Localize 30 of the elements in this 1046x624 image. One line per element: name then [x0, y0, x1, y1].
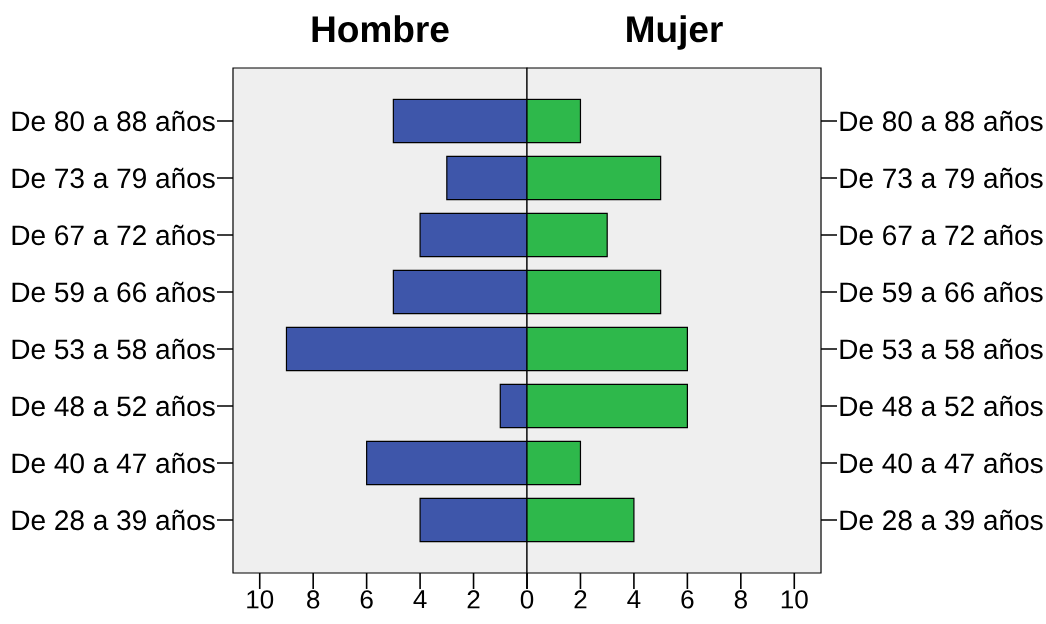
bar [499, 383, 527, 429]
x-tick-label: 6 [681, 590, 694, 609]
y-tick-label: De 67 a 72 años [12, 224, 215, 246]
x-tick-label: 0 [520, 590, 534, 609]
y-tick-label: De 59 a 66 años [840, 281, 1043, 303]
y-tick-label: De 73 a 79 años [840, 167, 1043, 189]
x-tick-label: 4 [627, 590, 641, 609]
y-tick-label: De 73 a 79 años [12, 167, 215, 189]
y-tick-label: De 48 a 52 años [840, 395, 1043, 417]
x-tick-label: 8 [307, 590, 320, 609]
x-tick-label: 2 [574, 590, 587, 609]
y-tick-label: De 67 a 72 años [840, 224, 1043, 246]
chart-title: Mujer [627, 15, 723, 50]
x-tick-label: 8 [734, 590, 747, 609]
y-tick-label: De 40 a 47 años [840, 452, 1043, 474]
y-tick-label: De 53 a 58 años [840, 338, 1043, 360]
y-tick-label: De 40 a 47 años [12, 452, 215, 474]
chart-title: Hombre [312, 15, 449, 43]
y-tick-label: De 28 a 39 años [840, 509, 1043, 531]
y-tick-label: De 80 a 88 años [840, 110, 1043, 132]
y-tick-label: De 48 a 52 años [12, 395, 215, 417]
y-tick-label: De 59 a 66 años [12, 281, 215, 303]
y-tick-label: De 53 a 58 años [12, 338, 215, 360]
x-tick-label: 10 [247, 590, 274, 609]
x-tick-label: 2 [467, 590, 480, 609]
y-tick-label: De 80 a 88 años [12, 110, 215, 132]
x-tick-label: 10 [781, 590, 808, 609]
x-tick-label: 4 [413, 590, 427, 609]
x-tick-label: 6 [360, 590, 373, 609]
y-tick-label: De 28 a 39 años [12, 509, 215, 531]
